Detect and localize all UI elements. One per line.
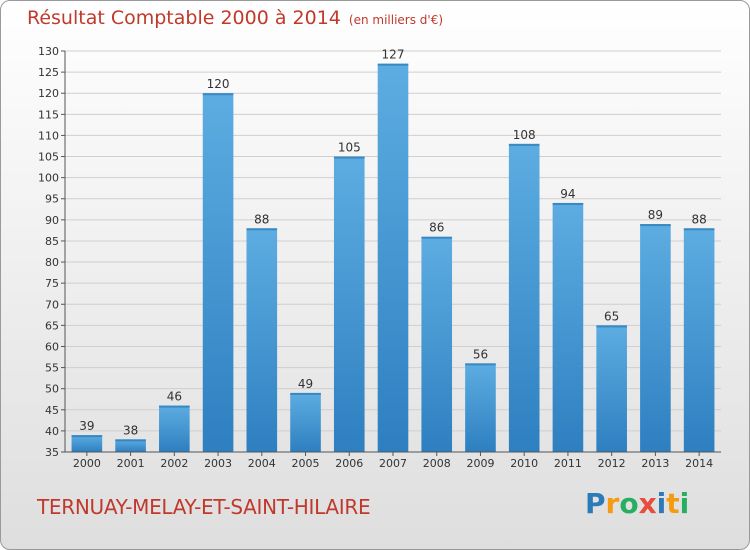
- bars: [71, 63, 715, 453]
- logo-letter: o: [619, 487, 639, 520]
- bar-value-label: 46: [167, 390, 182, 404]
- bar-value-label: 88: [691, 212, 706, 226]
- bar-2013: [640, 224, 671, 452]
- bar-2008: [421, 236, 453, 452]
- x-tick-label: 2008: [423, 457, 451, 470]
- x-tick-label: 2003: [204, 457, 232, 470]
- x-tick-label: 2000: [73, 457, 101, 470]
- chart-subtitle: (en milliers d'€): [348, 13, 444, 27]
- x-tick-label: 2011: [554, 457, 582, 470]
- y-tick-label: 55: [45, 362, 59, 375]
- proxiti-logo: Proxiti: [585, 487, 689, 520]
- x-tick-label: 2005: [292, 457, 320, 470]
- bar-2002: [159, 405, 190, 452]
- logo-letter: r: [605, 487, 620, 520]
- bar-top-edge: [71, 435, 103, 438]
- bar-2012: [596, 325, 627, 452]
- bar-value-label: 39: [79, 419, 94, 433]
- y-tick-label: 35: [45, 446, 59, 459]
- y-tick-label: 95: [45, 193, 59, 206]
- bar-top-edge: [552, 202, 584, 205]
- x-tick-label: 2001: [117, 457, 145, 470]
- x-tick-label: 2014: [685, 457, 713, 470]
- bar-top-edge: [596, 325, 627, 328]
- bar-2009: [465, 363, 496, 452]
- bar-value-label: 88: [254, 212, 269, 226]
- bar-2001: [115, 439, 146, 452]
- bar-top-edge: [246, 228, 278, 231]
- y-tick-label: 65: [45, 319, 59, 332]
- bar-top-edge: [683, 228, 715, 231]
- bar-value-label: 49: [298, 377, 313, 391]
- x-tick-label: 2012: [598, 457, 626, 470]
- chart-title: Résultat Comptable 2000 à 2014 (en millie…: [27, 7, 443, 29]
- bar-top-edge: [333, 156, 365, 159]
- logo-letter: i: [679, 487, 690, 520]
- bar-2006: [333, 156, 365, 453]
- y-tick-label: 85: [45, 235, 59, 248]
- bar-value-label: 120: [207, 77, 230, 91]
- bar-top-edge: [159, 405, 190, 408]
- y-tick-label: 105: [38, 151, 59, 164]
- bar-top-edge: [290, 392, 321, 395]
- labels: 35 40 45 50 55 60 65 70 75 80 85 90 95 100 105 110 115 12…: [38, 45, 713, 470]
- bar-2010: [508, 143, 540, 452]
- chart-title-text: Résultat Comptable 2000 à 2014: [27, 7, 341, 29]
- x-tick-label: 2006: [335, 457, 363, 470]
- bar-top-edge: [640, 224, 671, 227]
- bar-value-label: 127: [382, 48, 405, 62]
- x-tick-label: 2010: [510, 457, 538, 470]
- y-tick-label: 110: [38, 129, 59, 142]
- bar-2005: [290, 392, 321, 452]
- bar-value-label: 94: [560, 187, 575, 201]
- bar-2007: [377, 63, 409, 453]
- bar-2004: [246, 228, 278, 452]
- y-tick-label: 75: [45, 277, 59, 290]
- bar-2000: [71, 435, 103, 452]
- bar-top-edge: [202, 93, 234, 96]
- axes: [61, 50, 721, 456]
- y-tick-label: 70: [45, 298, 59, 311]
- y-tick-label: 125: [38, 66, 59, 79]
- bar-top-edge: [508, 143, 540, 146]
- bar-top-edge: [421, 236, 453, 239]
- logo-letter: x: [638, 487, 657, 520]
- y-tick-label: 100: [38, 172, 59, 185]
- y-tick-label: 130: [38, 45, 59, 58]
- y-tick-label: 40: [45, 425, 59, 438]
- x-tick-label: 2013: [641, 457, 669, 470]
- y-tick-label: 50: [45, 383, 59, 396]
- y-tick-label: 60: [45, 340, 59, 353]
- bar-2014: [683, 228, 715, 452]
- bar-value-label: 89: [648, 208, 663, 222]
- bar-top-edge: [115, 439, 146, 442]
- logo-letter: t: [666, 487, 680, 520]
- y-tick-label: 45: [45, 404, 59, 417]
- x-tick-label: 2007: [379, 457, 407, 470]
- logo-letter: i: [656, 487, 667, 520]
- bar-value-label: 105: [338, 141, 361, 155]
- y-tick-label: 120: [38, 87, 59, 100]
- x-tick-label: 2004: [248, 457, 276, 470]
- bar-value-label: 108: [513, 128, 536, 142]
- bar-2011: [552, 202, 584, 452]
- bar-value-label: 86: [429, 221, 444, 235]
- bar-top-edge: [465, 363, 496, 366]
- y-tick-label: 115: [38, 108, 59, 121]
- bar-top-edge: [377, 63, 409, 66]
- logo-letter: P: [585, 487, 606, 520]
- bar-value-label: 65: [604, 309, 619, 323]
- commune-name: TERNUAY-MELAY-ET-SAINT-HILAIRE: [37, 495, 371, 519]
- bar-value-label: 38: [123, 423, 138, 437]
- x-tick-label: 2002: [160, 457, 188, 470]
- x-tick-label: 2009: [466, 457, 494, 470]
- y-tick-label: 80: [45, 256, 59, 269]
- y-tick-label: 90: [45, 214, 59, 227]
- bar-2003: [202, 93, 234, 453]
- bar-value-label: 56: [473, 347, 488, 361]
